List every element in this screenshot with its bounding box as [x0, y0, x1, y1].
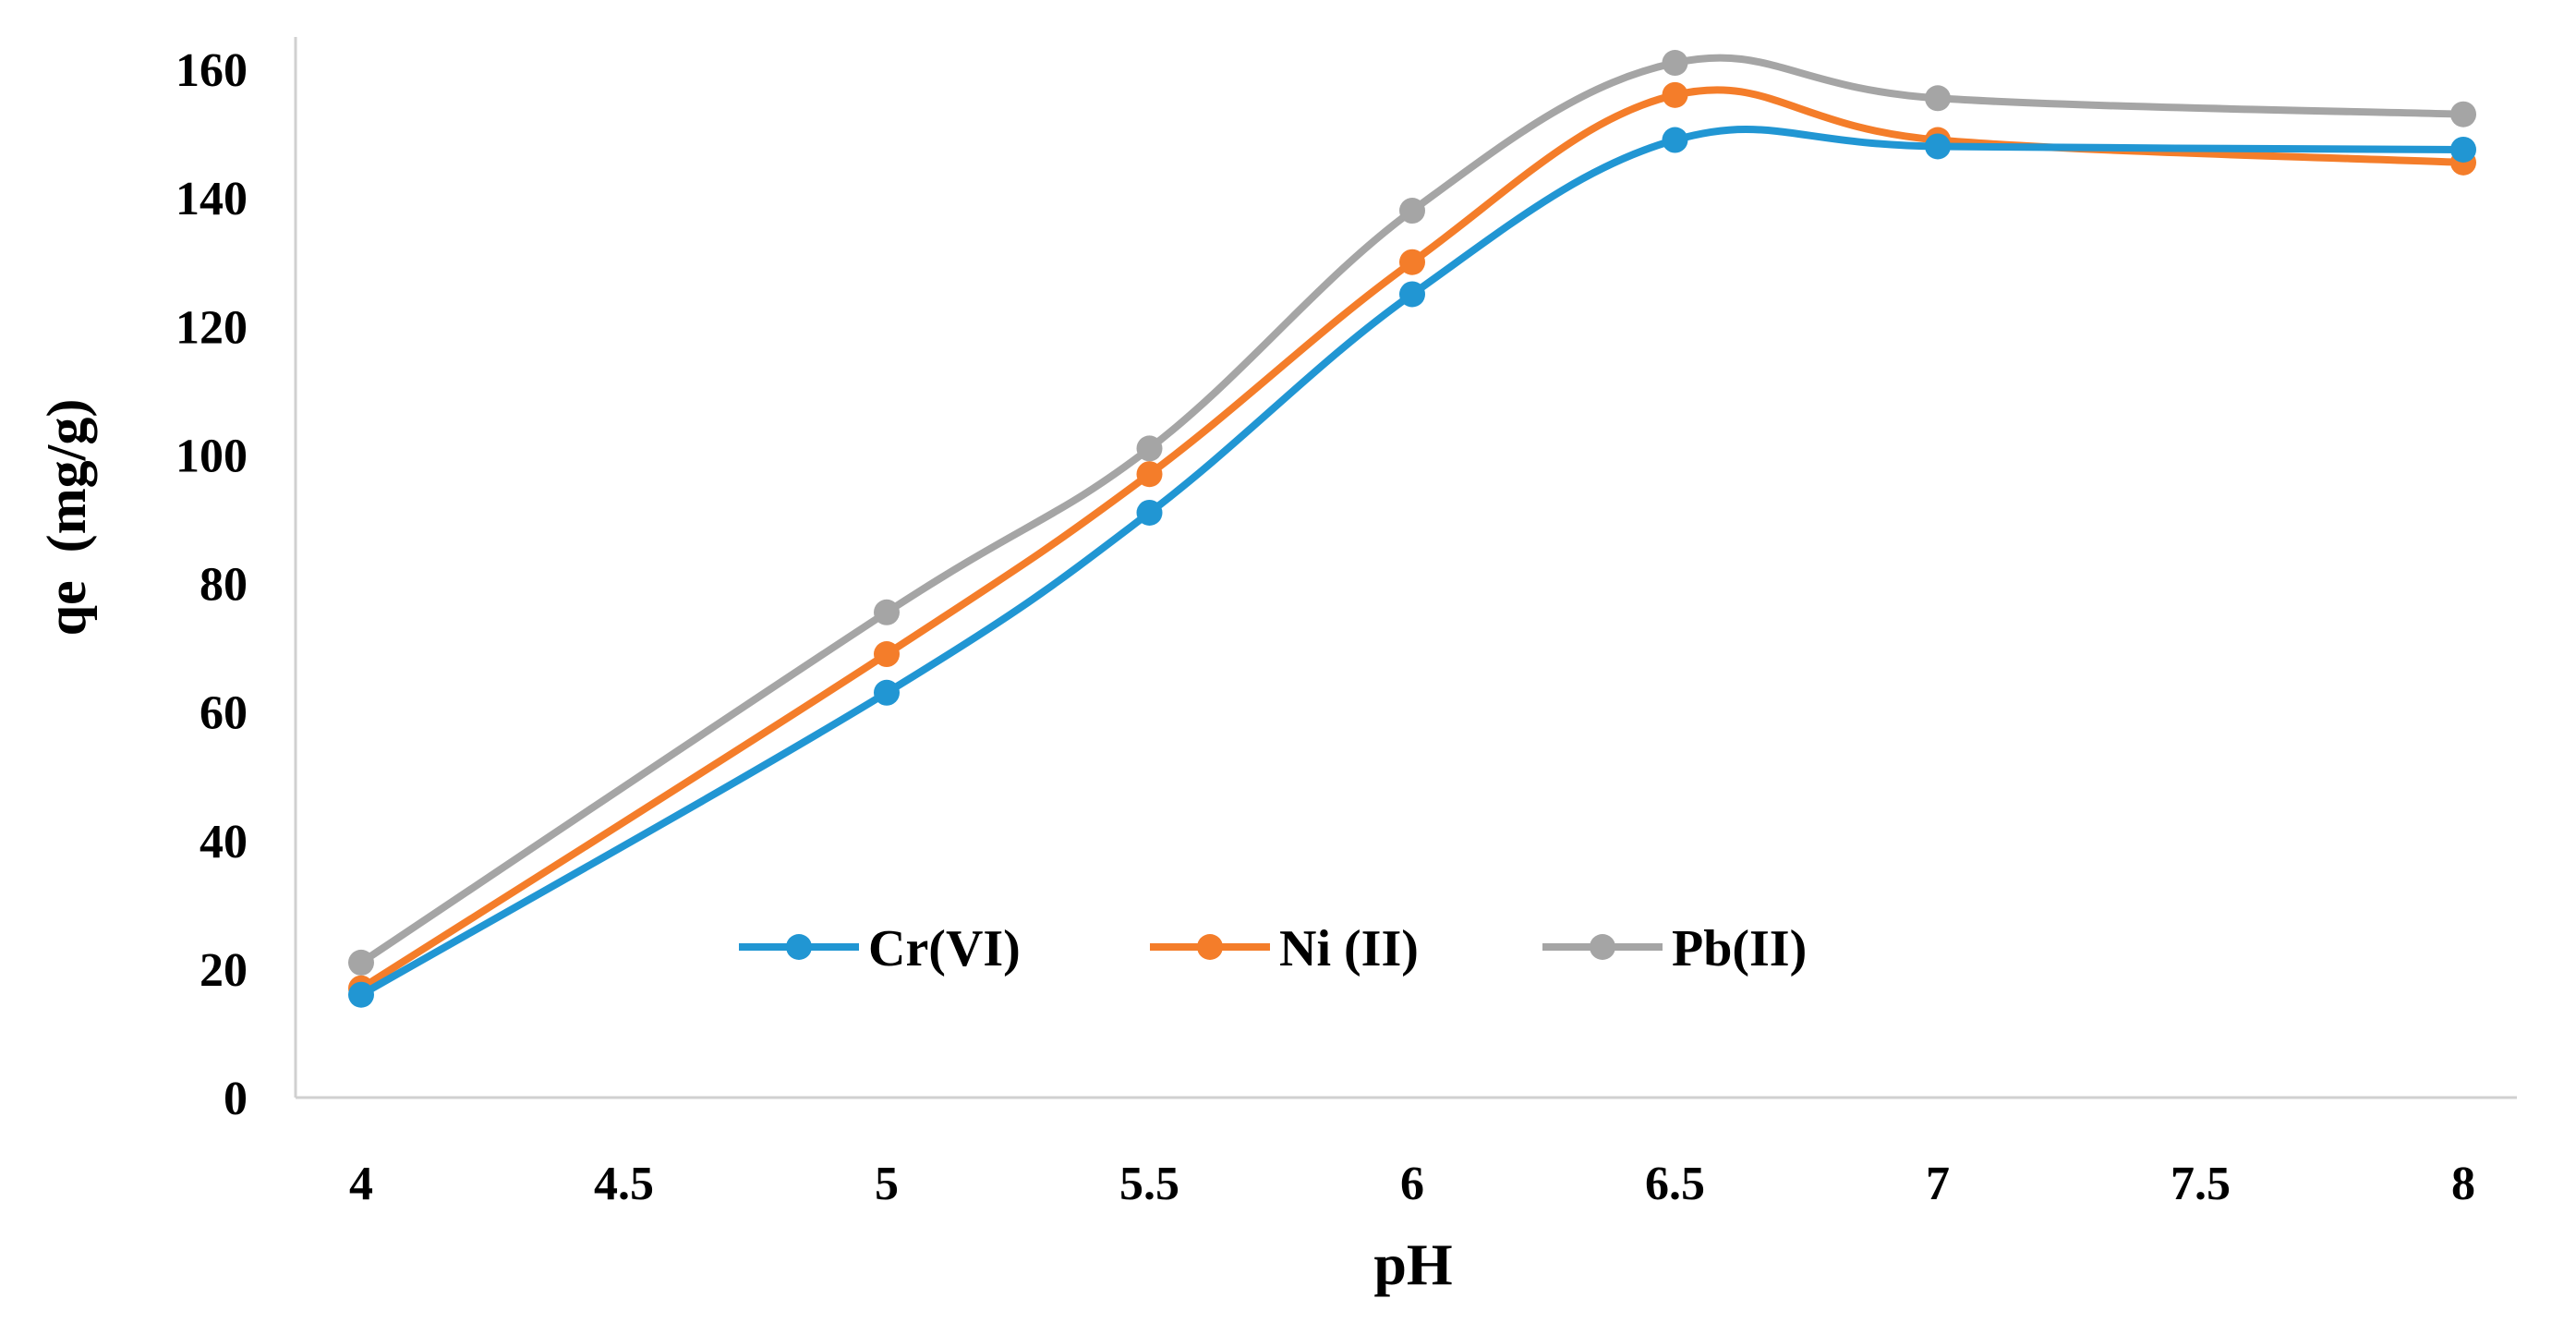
data-point — [1662, 127, 1688, 153]
x-tick-label: 8 — [2451, 1158, 2475, 1210]
legend-label: Pb(II) — [1672, 920, 1807, 977]
data-point — [874, 599, 900, 625]
legend-marker — [786, 934, 812, 960]
axes — [294, 37, 2517, 1099]
y-tick-label: 60 — [200, 687, 248, 740]
data-point — [1662, 50, 1688, 77]
series-group — [348, 50, 2476, 1008]
data-point — [2450, 101, 2476, 127]
y-tick-label: 120 — [175, 301, 248, 354]
x-tick-label: 4 — [349, 1158, 373, 1210]
y-axis-label: qe (mg/g) — [36, 399, 97, 637]
y-tick-label: 40 — [200, 816, 248, 868]
data-point — [1136, 435, 1163, 462]
x-tick-label: 4.5 — [594, 1158, 654, 1210]
x-tick-label: 7.5 — [2171, 1158, 2231, 1210]
series-line — [358, 86, 2464, 992]
data-point — [1925, 133, 1951, 160]
legend-item: Pb(II) — [1542, 920, 1807, 977]
data-point — [2450, 136, 2476, 163]
data-point — [1399, 249, 1425, 275]
legend-item: Cr(VI) — [739, 920, 1021, 977]
series-line — [359, 125, 2464, 999]
legend: Cr(VI) Ni (II) Pb(II) — [739, 920, 1807, 977]
legend-label: Ni (II) — [1279, 920, 1419, 977]
data-point — [1399, 198, 1425, 225]
y-tick-label: 100 — [175, 430, 248, 482]
legend-item: Ni (II) — [1150, 920, 1419, 977]
x-axis-label: pH — [1373, 1232, 1452, 1297]
legend-marker — [1590, 934, 1615, 960]
x-tick-label: 5 — [875, 1158, 899, 1210]
y-tick-label: 140 — [175, 173, 248, 225]
data-point — [874, 641, 900, 668]
x-tick-label: 6.5 — [1645, 1158, 1705, 1210]
data-point — [1136, 499, 1163, 526]
data-point — [874, 679, 900, 706]
y-tick-label: 80 — [200, 559, 248, 612]
x-tick-label: 7 — [1926, 1158, 1950, 1210]
y-tick-label: 20 — [200, 944, 248, 997]
data-point — [348, 981, 374, 1008]
data-point — [348, 949, 374, 976]
x-tick-label: 5.5 — [1119, 1158, 1179, 1210]
legend-marker — [1197, 934, 1223, 960]
data-point — [1662, 81, 1688, 108]
tick-labels: 0 20 40 60 80 100 120 140 160 4 4.5 5 5.5 6 6.5 7 7.5 8 — [175, 44, 2475, 1210]
data-point — [1399, 281, 1425, 308]
legend-label: Cr(VI) — [868, 920, 1021, 977]
data-point — [1136, 461, 1163, 488]
y-tick-label: 160 — [175, 44, 248, 97]
x-tick-label: 6 — [1400, 1158, 1424, 1210]
y-tick-label: 0 — [224, 1073, 248, 1125]
series-2 — [348, 50, 2476, 976]
series-line — [358, 54, 2464, 966]
data-point — [1925, 85, 1951, 112]
series-0 — [348, 125, 2476, 1008]
